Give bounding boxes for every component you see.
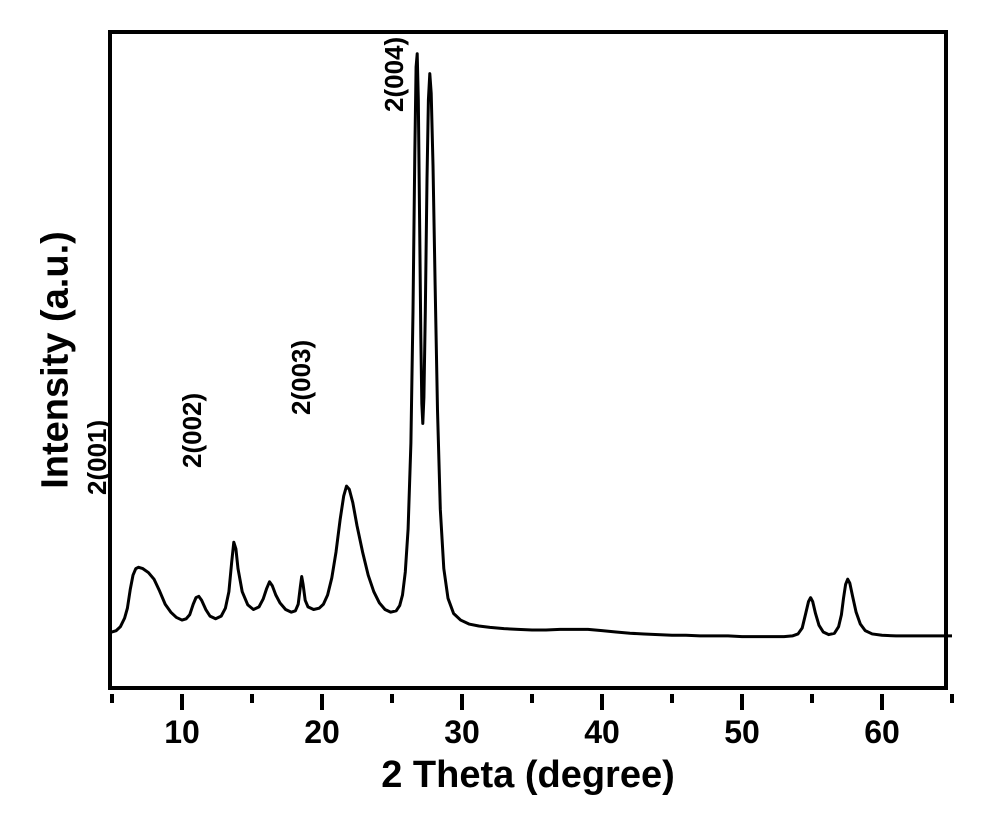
x-tick-minor (250, 694, 254, 703)
x-tick-major (600, 694, 604, 710)
x-tick-label: 40 (584, 714, 620, 751)
peak-label: 2(003) (286, 340, 317, 415)
plot-area (108, 30, 948, 690)
y-axis-label: Intensity (a.u.) (35, 231, 78, 489)
peak-label: 2(004) (379, 37, 410, 112)
x-tick-minor (950, 694, 954, 703)
x-tick-major (460, 694, 464, 710)
xrd-curve (112, 34, 952, 694)
x-tick-major (180, 694, 184, 710)
x-tick-major (320, 694, 324, 710)
x-axis-label: 2 Theta (degree) (381, 754, 675, 797)
x-tick-label: 60 (864, 714, 900, 751)
x-tick-minor (810, 694, 814, 703)
peak-label: 2(002) (177, 393, 208, 468)
x-tick-label: 10 (164, 714, 200, 751)
peak-label: 2(001) (82, 419, 113, 494)
x-tick-label: 50 (724, 714, 760, 751)
x-tick-label: 30 (444, 714, 480, 751)
x-tick-label: 20 (304, 714, 340, 751)
x-tick-minor (670, 694, 674, 703)
x-tick-minor (530, 694, 534, 703)
x-tick-major (880, 694, 884, 710)
x-tick-minor (110, 694, 114, 703)
x-tick-major (740, 694, 744, 710)
x-tick-minor (390, 694, 394, 703)
xrd-figure: Intensity (a.u.) 2 Theta (degree) 10 20 30… (0, 0, 1000, 815)
